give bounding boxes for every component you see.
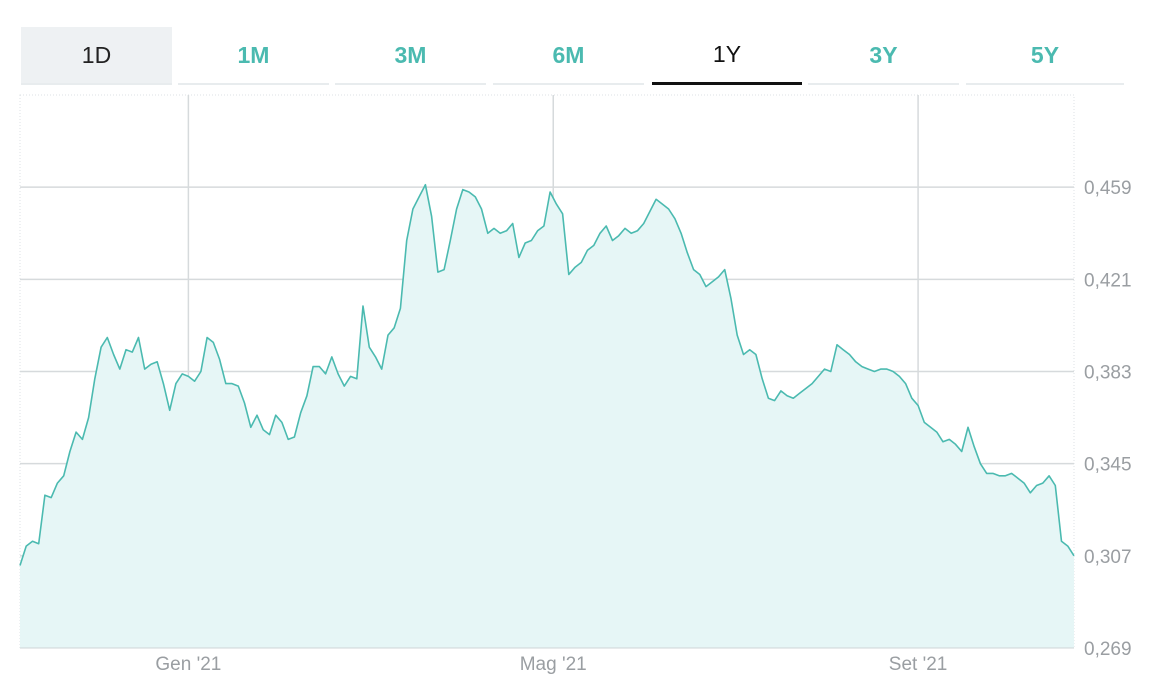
series-area — [20, 184, 1074, 648]
tab-1y[interactable]: 1Y — [652, 27, 802, 85]
tab-6m[interactable]: 6M — [493, 27, 644, 85]
x-tick-label: Set '21 — [889, 654, 948, 675]
time-range-tabs: 1D 1M 3M 6M 1Y 3Y 5Y — [21, 27, 1124, 85]
y-tick-label: 0,421 — [1084, 270, 1132, 291]
x-tick-label: Mag '21 — [520, 654, 587, 675]
y-tick-label: 0,459 — [1084, 178, 1132, 199]
y-tick-label: 0,269 — [1084, 639, 1132, 660]
tab-5y[interactable]: 5Y — [966, 27, 1124, 85]
y-tick-label: 0,307 — [1084, 547, 1132, 568]
x-tick-label: Gen '21 — [155, 654, 221, 675]
y-tick-label: 0,383 — [1084, 363, 1132, 384]
series-line — [19, 183, 1075, 566]
tab-1d[interactable]: 1D — [21, 27, 172, 85]
tab-3m[interactable]: 3M — [335, 27, 486, 85]
tab-3y[interactable]: 3Y — [808, 27, 959, 85]
y-tick-label: 0,345 — [1084, 455, 1132, 476]
tab-1m[interactable]: 1M — [178, 27, 329, 85]
